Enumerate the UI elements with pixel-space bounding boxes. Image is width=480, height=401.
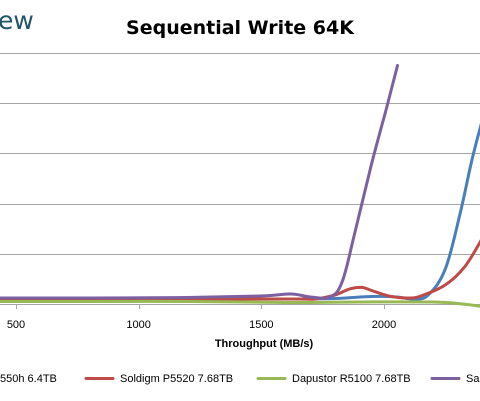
legend-label-3: Dapustor R5100 7.68TB [292, 373, 411, 385]
legend-label-4: Sa [466, 373, 480, 385]
logo-text: ew [0, 6, 34, 35]
x-tick-label-2000: 2000 [372, 319, 396, 331]
x-tick-label-1000: 1000 [126, 319, 150, 331]
x-axis-label: Throughput (MB/s) [215, 338, 314, 350]
series-line-2 [0, 239, 480, 301]
series-line-1 [0, 122, 480, 301]
legend: 550h 6.4TB Soldigm P5520 7.68TB Dapustor R… [0, 373, 480, 385]
series-line-4 [0, 64, 399, 300]
gridlines [0, 53, 480, 309]
x-tick-label-1500: 1500 [249, 319, 273, 331]
legend-label-1: 550h 6.4TB [0, 373, 57, 385]
x-tick-labels: 500 1000 1500 2000 [7, 319, 396, 331]
x-tick-label-500: 500 [7, 319, 25, 331]
legend-label-2: Soldigm P5520 7.68TB [120, 373, 233, 385]
chart-title: Sequential Write 64K [126, 17, 355, 39]
series-line-3 [0, 299, 480, 308]
series-layer [0, 64, 480, 308]
